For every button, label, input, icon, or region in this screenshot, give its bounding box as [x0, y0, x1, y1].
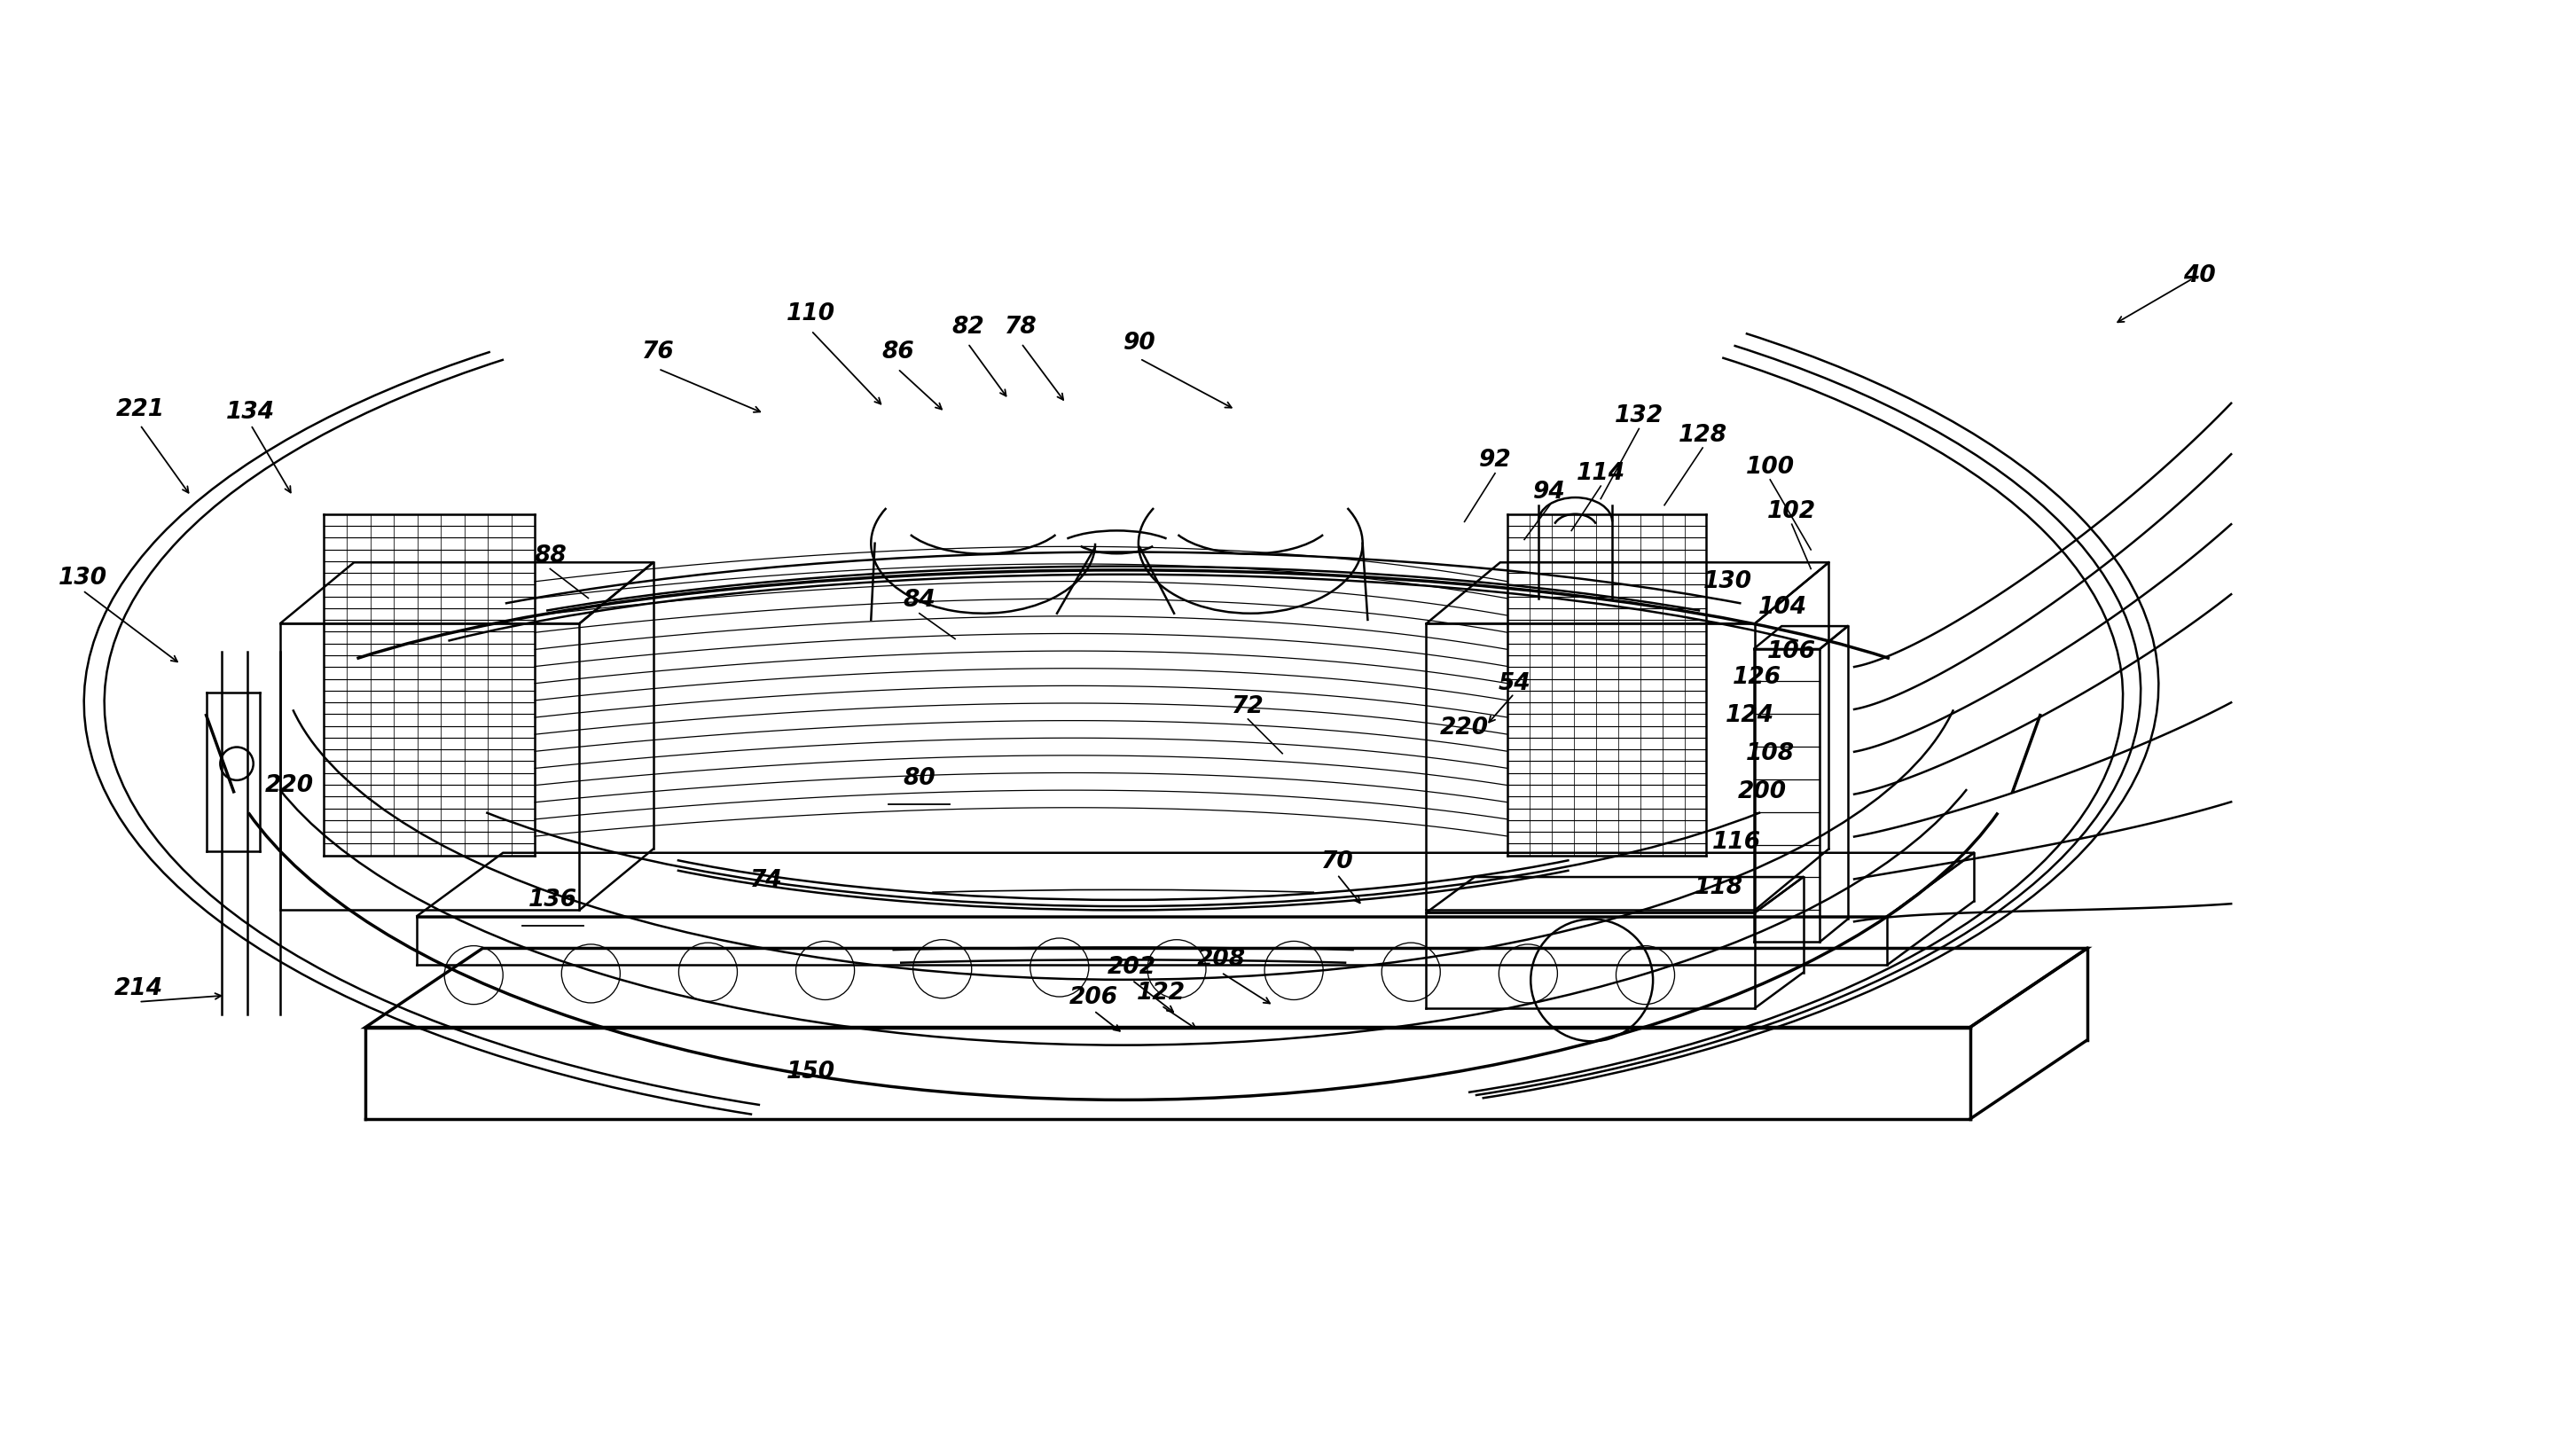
Text: 104: 104	[1758, 596, 1807, 619]
Text: 130: 130	[1705, 569, 1753, 593]
Text: 100: 100	[1746, 456, 1794, 479]
Text: 88: 88	[533, 545, 567, 568]
Text: 132: 132	[1615, 405, 1664, 428]
Text: 90: 90	[1123, 332, 1156, 355]
Text: 130: 130	[59, 566, 107, 590]
Text: 40: 40	[2182, 265, 2215, 287]
Text: 110: 110	[786, 303, 835, 326]
Text: 150: 150	[786, 1060, 835, 1083]
Text: 134: 134	[227, 400, 276, 424]
Text: 108: 108	[1746, 743, 1794, 764]
Text: 94: 94	[1534, 480, 1567, 504]
Text: 220: 220	[1439, 716, 1488, 740]
Text: 118: 118	[1695, 875, 1743, 898]
Text: 72: 72	[1233, 695, 1263, 718]
Text: 102: 102	[1769, 499, 1817, 523]
Text: 122: 122	[1138, 981, 1187, 1005]
Text: 221: 221	[115, 397, 163, 421]
Text: 124: 124	[1725, 703, 1774, 727]
Text: 54: 54	[1498, 671, 1531, 695]
Text: 208: 208	[1197, 948, 1245, 971]
Text: 136: 136	[528, 888, 577, 911]
Circle shape	[219, 747, 253, 780]
Text: 128: 128	[1679, 424, 1728, 447]
Text: 78: 78	[1005, 316, 1039, 338]
Text: 202: 202	[1108, 957, 1156, 978]
Text: 70: 70	[1322, 850, 1353, 874]
Text: 74: 74	[750, 869, 783, 893]
Text: 82: 82	[952, 316, 985, 338]
Text: 214: 214	[115, 977, 163, 1000]
Text: 80: 80	[903, 767, 937, 791]
Text: 76: 76	[643, 341, 674, 364]
Text: 206: 206	[1069, 987, 1118, 1009]
Text: 92: 92	[1478, 448, 1511, 472]
Text: 86: 86	[880, 341, 914, 364]
Text: 84: 84	[903, 590, 937, 612]
Text: 116: 116	[1712, 831, 1761, 855]
Text: 114: 114	[1577, 462, 1626, 485]
Text: 126: 126	[1733, 665, 1781, 689]
Text: 220: 220	[265, 773, 314, 796]
Text: 106: 106	[1769, 641, 1817, 662]
Text: 200: 200	[1738, 780, 1786, 804]
